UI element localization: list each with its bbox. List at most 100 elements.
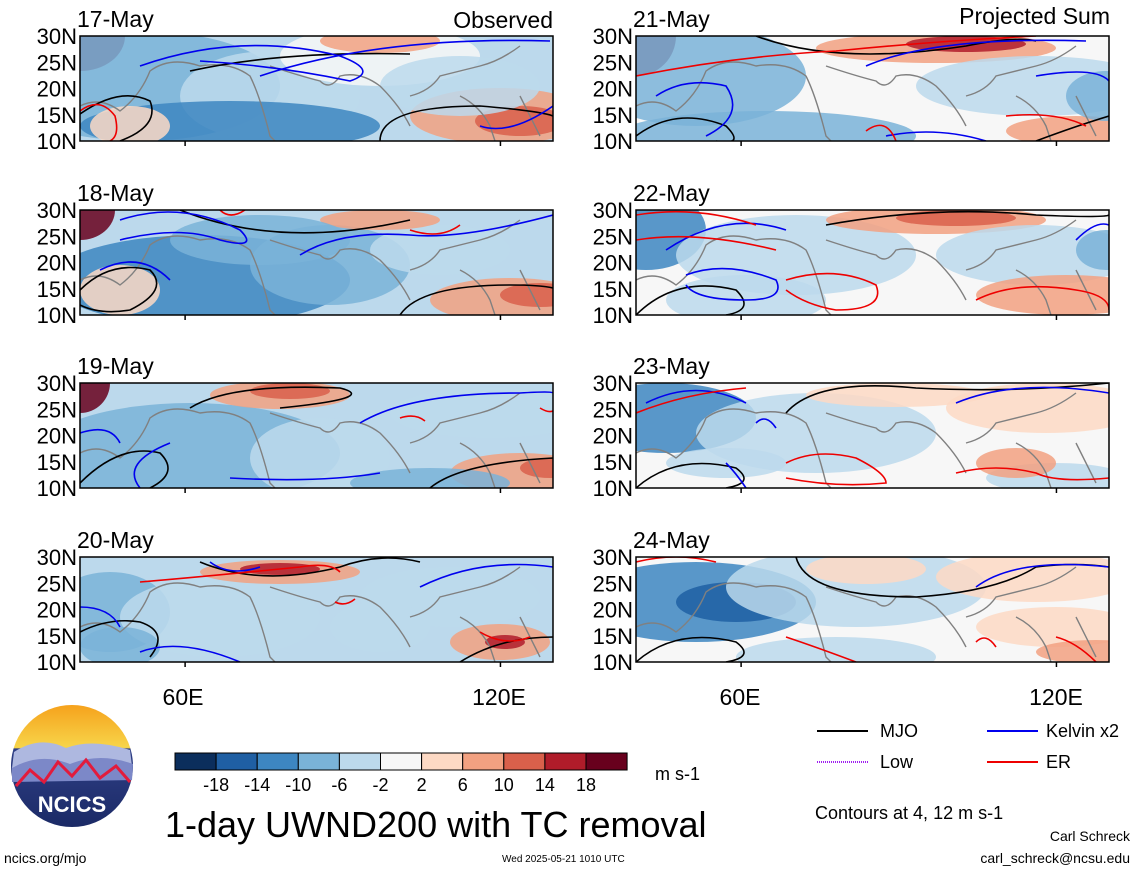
lat-tick-label: 25N [593,397,633,422]
colorbar: -18 -14 -10 -6 -2 2 6 10 14 18 [174,752,628,795]
lat-tick-label: 30N [593,198,633,223]
map-panel-17-May [79,35,554,146]
lat-tick-label: 10N [37,129,77,154]
colorbar-tick-label: 10 [494,775,514,795]
colorbar-tick-label: 6 [458,775,468,795]
colorbar-swatch [256,752,299,771]
column-header-projected: Projected Sum [959,3,1110,29]
colorbar-swatch [585,752,628,771]
column-header-observed: Observed [453,7,553,33]
author-email: carl_schreck@ncsu.edu [980,850,1130,866]
lat-tick-label: 25N [593,571,633,596]
units-label: m s-1 [655,764,700,784]
lat-tick-label: 20N [593,77,633,102]
colorbar-tick-label: 2 [417,775,427,795]
map-panels: 17-May30N25N20N15N10N18-May30N25N20N15N1… [37,6,1110,675]
colorbar-tick-label: 18 [576,775,596,795]
colorbar-tick-label: -10 [285,775,311,795]
author-name: Carl Schreck [1050,828,1131,844]
panel-date-label: 23-May [633,353,710,379]
colorbar-tick-label: -18 [203,775,229,795]
lat-tick-label: 25N [37,397,77,422]
lat-tick-label: 10N [593,303,633,328]
legend-mjo-label: MJO [880,721,918,741]
panel-date-label: 17-May [77,6,154,32]
lat-tick-label: 10N [593,650,633,675]
x-tick-120e-right: 120E [1029,684,1083,710]
colorbar-swatch [544,752,587,771]
lat-tick-label: 15N [593,103,633,128]
lat-tick-label: 15N [37,450,77,475]
lat-tick-label: 20N [37,424,77,449]
main-title: 1-day UWND200 with TC removal [165,804,707,845]
lat-tick-label: 25N [37,224,77,249]
lat-tick-label: 15N [37,624,77,649]
map-panel-20-May [79,556,554,667]
map-panel-18-May [79,209,554,320]
x-tick-60e-right: 60E [720,684,761,710]
lat-tick-label: 15N [37,277,77,302]
legend: MJO Kelvin x2 Low ER [817,721,1119,772]
lat-tick-label: 10N [37,476,77,501]
map-panel-21-May [635,35,1110,146]
lat-tick-label: 10N [593,129,633,154]
ncics-logo: NCICS [11,705,133,827]
lat-tick-label: 30N [37,371,77,396]
panel-date-label: 21-May [633,6,710,32]
lat-tick-label: 10N [593,476,633,501]
contour-note: Contours at 4, 12 m s-1 [815,803,1003,823]
panel-date-label: 22-May [633,180,710,206]
lat-tick-label: 30N [37,24,77,49]
lat-tick-label: 25N [37,50,77,75]
lat-tick-label: 30N [37,198,77,223]
colorbar-swatch [174,752,217,771]
colorbar-tick-label: -2 [372,775,388,795]
colorbar-swatch [215,752,258,771]
lat-tick-label: 20N [593,251,633,276]
lat-tick-label: 10N [37,650,77,675]
panel-date-label: 18-May [77,180,154,206]
lat-tick-label: 15N [593,450,633,475]
colorbar-swatch [380,752,423,771]
lat-tick-label: 20N [37,251,77,276]
lat-tick-label: 30N [593,545,633,570]
map-panel-23-May [635,382,1110,493]
lat-tick-label: 20N [593,598,633,623]
lat-tick-label: 30N [593,24,633,49]
timestamp: Wed 2025-05-21 1010 UTC [502,854,625,865]
colorbar-swatch [462,752,505,771]
colorbar-tick-label: -6 [331,775,347,795]
lat-tick-label: 10N [37,303,77,328]
lat-tick-label: 30N [37,545,77,570]
colorbar-swatch [297,752,340,771]
map-panel-19-May [79,382,554,493]
lat-tick-label: 15N [593,277,633,302]
lat-tick-label: 25N [593,50,633,75]
x-tick-120e-left: 120E [472,684,526,710]
panel-date-label: 20-May [77,527,154,553]
legend-er-label: ER [1046,752,1071,772]
lat-tick-label: 20N [37,598,77,623]
website-link[interactable]: ncics.org/mjo [4,850,87,866]
lat-tick-label: 20N [593,424,633,449]
colorbar-swatch [421,752,464,771]
lat-tick-label: 30N [593,371,633,396]
lat-tick-label: 15N [37,103,77,128]
lat-tick-label: 15N [593,624,633,649]
map-panel-24-May [635,556,1110,667]
legend-low-label: Low [880,752,914,772]
map-panel-22-May [635,209,1110,320]
lat-tick-label: 25N [593,224,633,249]
colorbar-tick-label: 14 [535,775,555,795]
colorbar-tick-label: -14 [244,775,270,795]
panel-date-label: 19-May [77,353,154,379]
colorbar-swatch [503,752,546,771]
lat-tick-label: 25N [37,571,77,596]
logo-text: NCICS [38,792,106,817]
legend-kelvin-label: Kelvin x2 [1046,721,1119,741]
lat-tick-label: 20N [37,77,77,102]
panel-date-label: 24-May [633,527,710,553]
colorbar-swatch [338,752,381,771]
x-tick-60e-left: 60E [163,684,204,710]
